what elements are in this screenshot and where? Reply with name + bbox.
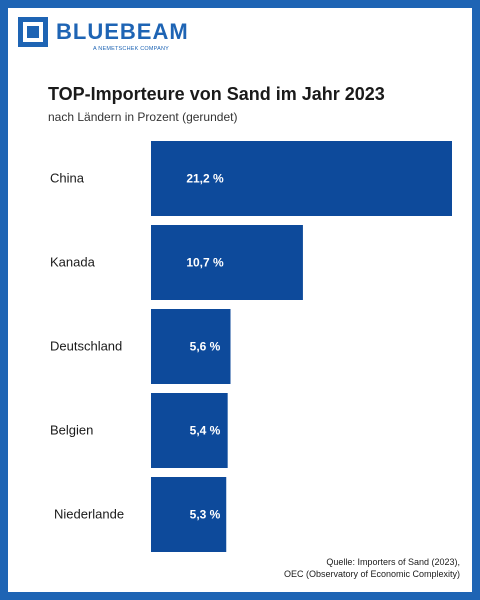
bar	[151, 141, 452, 216]
bluebeam-logo: BLUEBEAM A NEMETSCHEK COMPANY	[18, 17, 188, 57]
source-note: Quelle: Importers of Sand (2023), OEC (O…	[200, 556, 460, 580]
infographic-card: BLUEBEAM A NEMETSCHEK COMPANY TOP-Import…	[8, 8, 472, 592]
bar	[151, 477, 227, 552]
category-label: China	[50, 171, 85, 186]
chart-title: TOP-Importeure von Sand im Jahr 2023	[48, 84, 385, 104]
bluebeam-logo-icon	[18, 17, 48, 47]
bar-value-label: 10,7 %	[186, 256, 224, 270]
brand-tagline: A NEMETSCHEK COMPANY	[93, 46, 170, 52]
bar	[151, 393, 228, 468]
category-label: Belgien	[50, 423, 93, 438]
bar-value-label: 5,3 %	[190, 508, 221, 522]
bar-value-label: 5,4 %	[190, 424, 221, 438]
category-label: Kanada	[50, 255, 96, 270]
category-label: Deutschland	[50, 339, 122, 354]
brand-name: BLUEBEAM	[56, 19, 189, 44]
bar	[151, 225, 303, 300]
bar	[151, 309, 231, 384]
chart-subtitle: nach Ländern in Prozent (gerundet)	[48, 110, 238, 124]
bar-value-label: 5,6 %	[190, 340, 221, 354]
bar-value-label: 21,2 %	[186, 172, 224, 186]
source-line-1: Quelle: Importers of Sand (2023),	[326, 557, 460, 567]
source-line-2: OEC (Observatory of Economic Complexity)	[283, 569, 460, 579]
category-label: Niederlande	[54, 507, 124, 522]
bar-chart: China 21,2 % Kanada 10,7 % Deutschland 5,6 % B…	[50, 141, 452, 552]
